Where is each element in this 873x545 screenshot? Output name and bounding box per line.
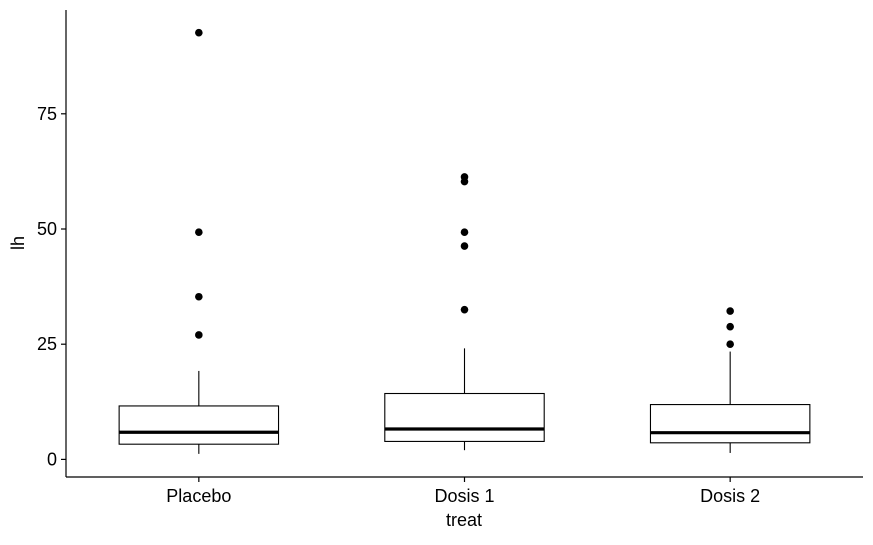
outlier-point — [460, 228, 469, 237]
outlier-point — [195, 28, 203, 37]
y-ticks: 0 25 50 75 — [37, 104, 66, 469]
outlier-point — [726, 307, 734, 315]
y-tick-label: 0 — [47, 449, 57, 469]
box-iqr — [118, 405, 280, 445]
x-tick-label: Dosis 2 — [700, 486, 760, 506]
outlier-point — [195, 292, 203, 301]
outlier-point — [726, 340, 734, 349]
y-tick-label: 75 — [37, 104, 57, 124]
outlier-point — [195, 331, 203, 339]
outlier-point — [195, 228, 203, 237]
outlier-point — [460, 173, 469, 181]
x-tick-label: Dosis 1 — [434, 486, 494, 506]
box-group — [384, 173, 545, 451]
y-tick-label: 50 — [37, 219, 57, 239]
box-iqr — [649, 404, 811, 444]
outlier-point — [460, 305, 469, 314]
plot-area — [118, 28, 811, 454]
box-group — [649, 307, 811, 453]
x-axis-title: treat — [446, 510, 482, 530]
x-tick-label: Placebo — [166, 486, 231, 506]
x-ticks: Placebo Dosis 1 Dosis 2 — [166, 477, 760, 506]
outlier-point — [726, 322, 734, 331]
outlier-point — [460, 242, 469, 250]
box-iqr — [384, 392, 545, 442]
y-tick-label: 25 — [37, 334, 57, 354]
box-group — [118, 28, 280, 454]
y-axis-title: lh — [8, 236, 28, 250]
